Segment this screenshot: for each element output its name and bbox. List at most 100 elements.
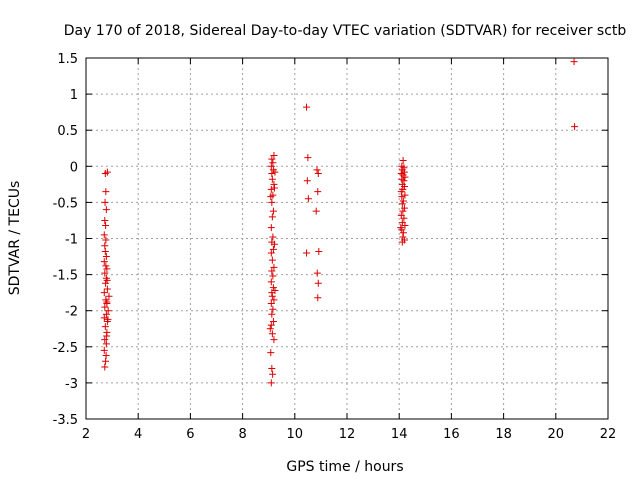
data-point [271,286,279,294]
y-tick-label: -3.5 [53,413,78,428]
data-point [269,318,277,326]
data-point [399,229,407,237]
data-point [312,207,320,215]
y-tick-label: 1.5 [57,52,78,67]
data-point [269,233,277,241]
x-axis-label: GPS time / hours [286,459,403,475]
data-point [314,279,322,287]
data-point [270,296,278,304]
x-tick-labels: 2 4 6 8 10 12 14 16 18 20 22 [82,427,616,442]
x-tick-label: 6 [186,427,194,442]
x-tick-label: 14 [391,427,408,442]
x-tick-label: 16 [443,427,460,442]
data-point [100,314,108,322]
data-point [268,198,276,206]
data-point [103,298,111,306]
data-point [102,340,110,348]
data-point [101,216,109,224]
data-point [100,258,108,266]
data-point [102,206,110,214]
data-point [101,336,109,344]
data-point [314,188,322,196]
data-point [103,265,111,273]
data-point [102,351,110,359]
data-points [100,58,579,387]
data-point [270,336,278,344]
data-point [102,310,110,318]
data-point [271,168,279,176]
data-point [304,195,312,203]
data-point [269,207,277,215]
data-point [267,185,275,193]
data-point [102,262,110,270]
data-point [101,247,109,255]
data-point [268,175,276,183]
data-point [399,197,407,205]
x-tick-label: 22 [600,427,617,442]
data-point [100,346,108,354]
data-point [102,253,110,261]
data-point [100,289,108,297]
y-tick-label: 0.5 [57,124,78,139]
chart-title: Day 170 of 2018, Sidereal Day-to-day VTE… [64,23,627,39]
y-tick-labels: -3.5 -3 -2.5 -2 -1.5 -1 -0.5 0 0.5 1 1.5 [53,52,78,428]
data-point [269,159,277,167]
x-tick-label: 20 [548,427,565,442]
data-point [105,292,113,300]
data-point [400,168,408,176]
data-point [269,370,277,378]
data-point [268,330,276,338]
data-point [398,238,406,246]
data-point [102,188,110,196]
data-point [268,267,276,275]
data-point [270,180,278,188]
data-point [268,364,276,372]
data-point [399,157,407,165]
data-point [398,200,406,208]
data-point [270,184,278,192]
data-point [269,272,277,280]
data-point [270,151,278,159]
data-point [401,222,409,230]
y-tick-label: -1.5 [53,269,78,284]
data-point [315,247,323,255]
x-tick-label: 18 [495,427,512,442]
x-tick-label: 12 [339,427,356,442]
data-point [314,170,322,178]
x-tick-label: 4 [134,427,142,442]
data-point [269,245,277,253]
data-point [103,168,111,176]
data-point [571,123,579,131]
data-point [266,325,274,333]
data-point [103,276,111,284]
data-point [101,269,109,277]
data-point [268,292,276,300]
y-tick-label: -1 [65,233,78,248]
data-point [400,204,408,212]
data-point [269,305,277,313]
data-point [400,177,408,185]
y-tick-label: 0 [70,160,78,175]
data-point [101,303,109,311]
data-point [102,236,110,244]
data-point [104,315,112,323]
data-point [401,191,409,199]
data-point [103,332,111,340]
data-point [268,155,276,163]
data-point [303,103,311,111]
data-point [399,233,407,241]
data-point [268,256,276,264]
data-point [267,299,275,307]
data-point [268,170,276,178]
y-axis-label: SDTVAR / TECUs [7,181,23,296]
data-point [398,193,406,201]
y-tick-label: -2 [65,305,78,320]
data-point [267,193,275,201]
data-point [102,222,110,230]
data-point [267,321,275,329]
data-point [397,188,405,196]
data-point [400,214,408,222]
data-point [399,207,407,215]
data-point [397,224,405,232]
